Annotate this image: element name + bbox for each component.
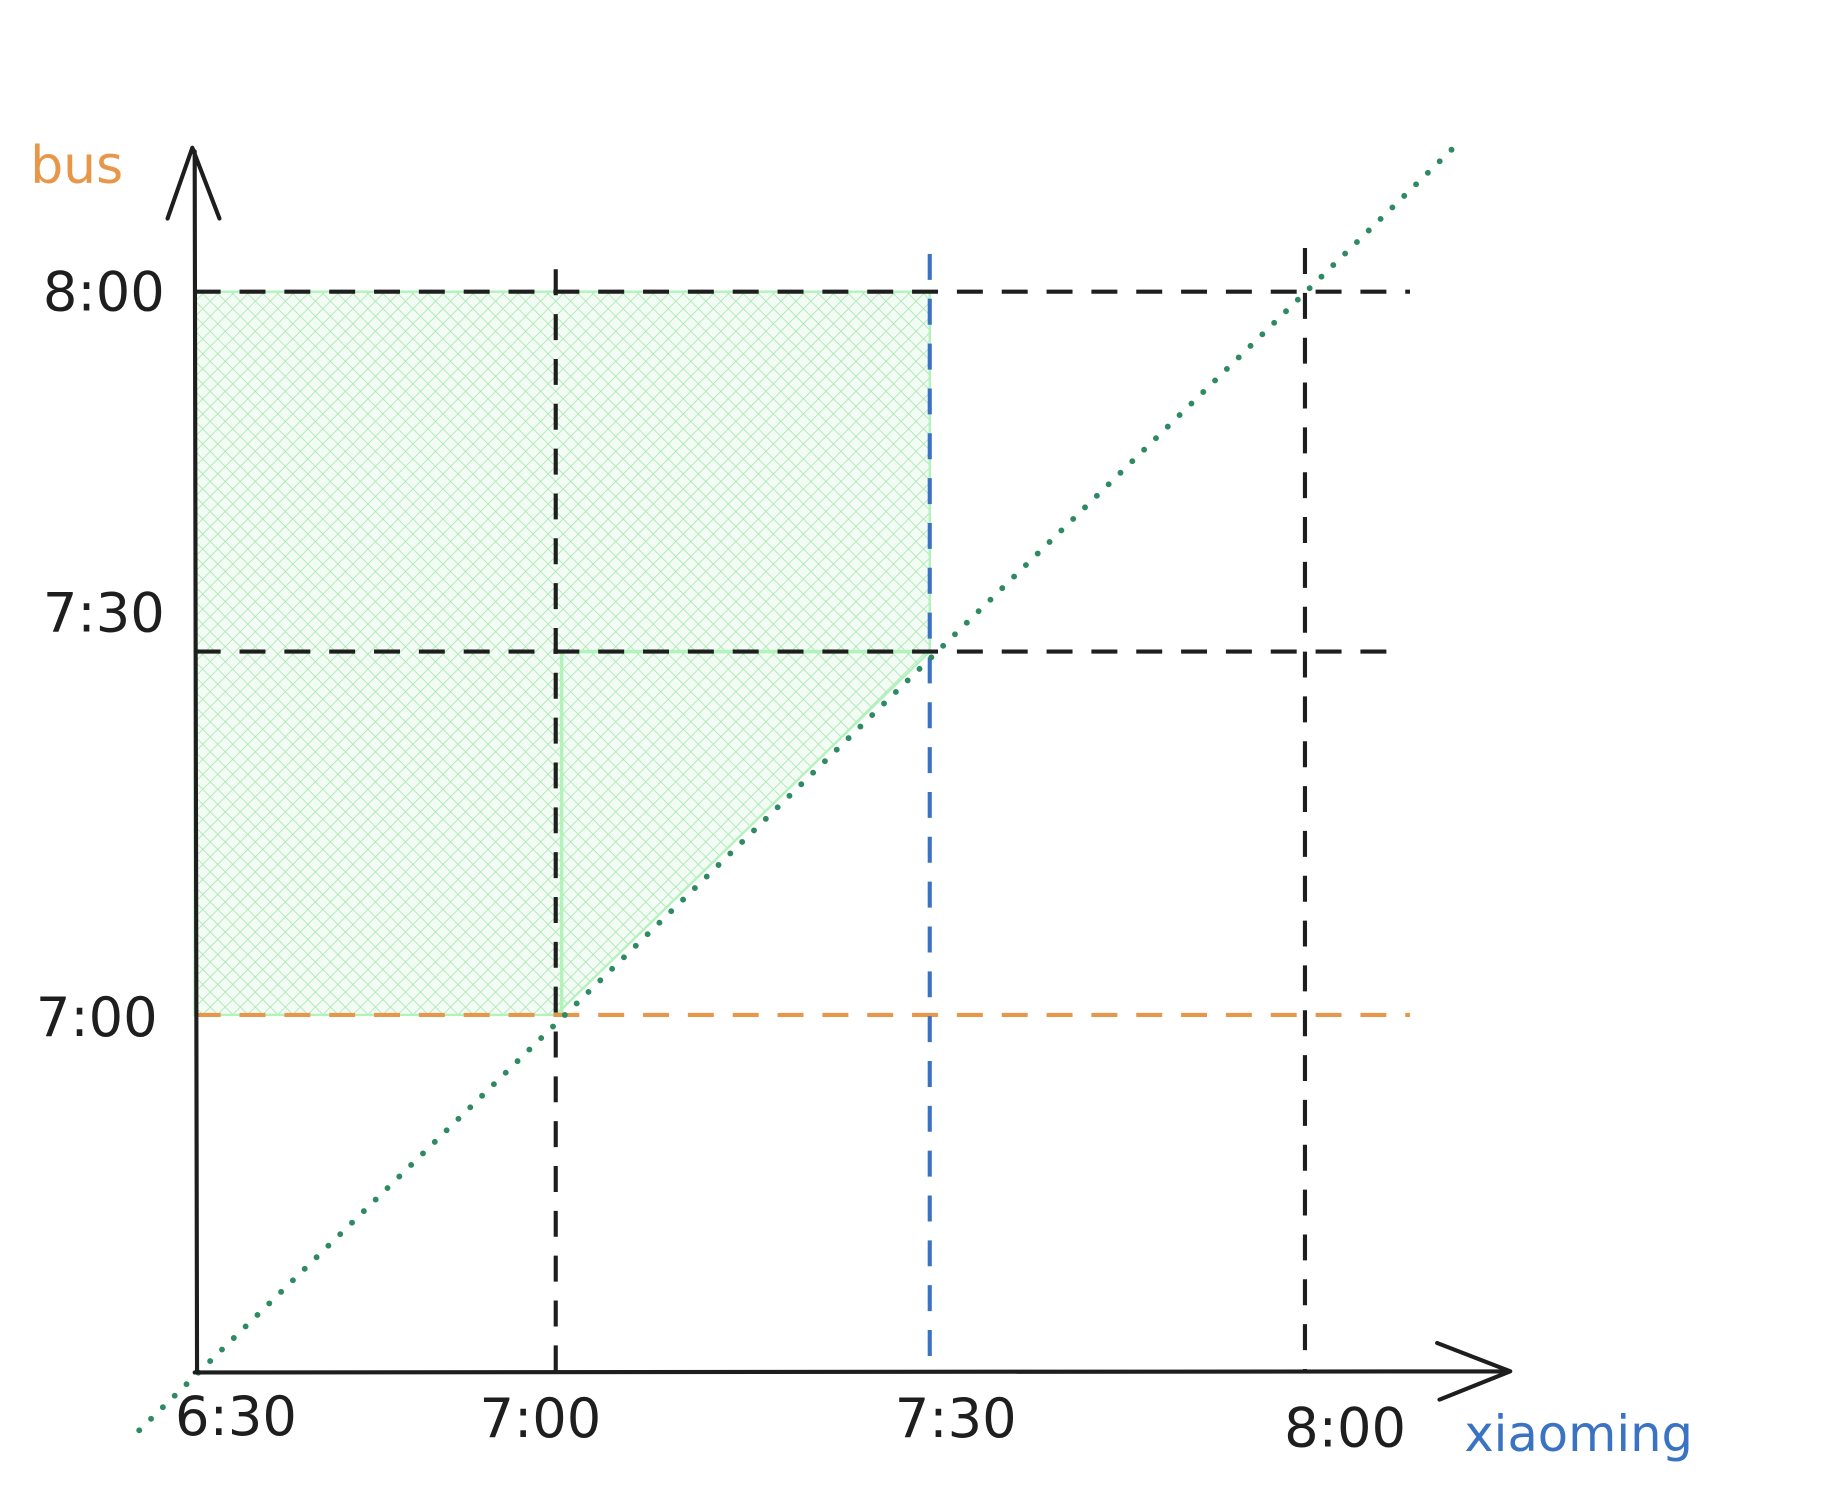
y-tick-label: 7:30 bbox=[43, 581, 165, 644]
y-tick-label: 7:00 bbox=[36, 986, 158, 1049]
x-tick-label: 7:30 bbox=[895, 1387, 1017, 1450]
y-axis-title: bus bbox=[30, 136, 123, 196]
y-axis bbox=[165, 145, 222, 1375]
x-tick-label: 7:00 bbox=[479, 1387, 601, 1450]
x-tick-label: 8:00 bbox=[1284, 1397, 1406, 1460]
y-tick-label: 8:00 bbox=[43, 260, 165, 323]
x-axis-title: xiaoming bbox=[1464, 1405, 1693, 1463]
x-tick-label: 6:30 bbox=[175, 1385, 297, 1448]
diagonal bbox=[136, 141, 1461, 1434]
x-axis bbox=[192, 1340, 1513, 1402]
